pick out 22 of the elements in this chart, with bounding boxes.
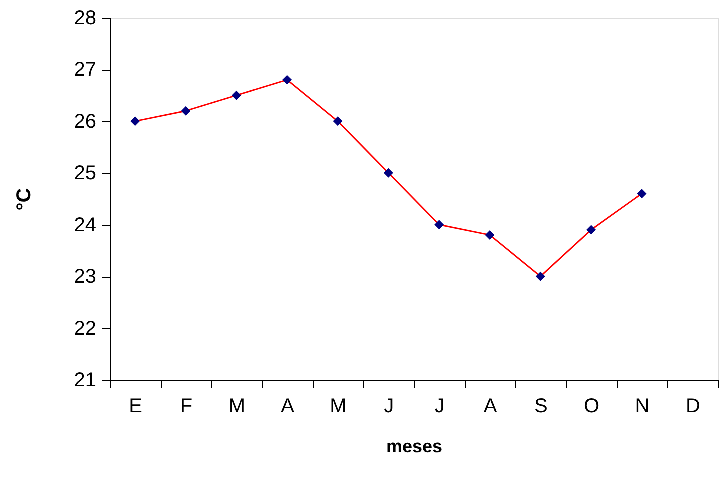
y-tick-label: 24: [74, 214, 96, 236]
x-tick-label: E: [129, 396, 143, 418]
x-tick-label: J: [434, 396, 445, 418]
x-tick-label: J: [384, 396, 394, 418]
y-tick-label: 21: [74, 370, 96, 392]
x-tick-label: O: [584, 396, 600, 418]
x-tick-label: M: [228, 396, 246, 418]
x-tick-label: M: [330, 396, 347, 418]
x-tick-label: F: [180, 396, 193, 418]
x-axis-title: meses: [386, 436, 443, 456]
y-tick-label: 28: [74, 8, 96, 30]
y-tick-label: 26: [74, 110, 96, 133]
x-tick-label: A: [281, 396, 296, 418]
y-tick-label: 25: [74, 162, 96, 185]
x-tick-label: N: [635, 396, 650, 418]
y-axis-title: °C: [13, 188, 36, 211]
x-tick-label: A: [484, 396, 498, 418]
x-tick-label: D: [686, 396, 700, 418]
y-tick-label: 22: [74, 318, 96, 340]
y-tick-label: 23: [74, 266, 96, 288]
x-tick-label: S: [534, 396, 548, 418]
y-tick-label: 27: [74, 59, 96, 82]
